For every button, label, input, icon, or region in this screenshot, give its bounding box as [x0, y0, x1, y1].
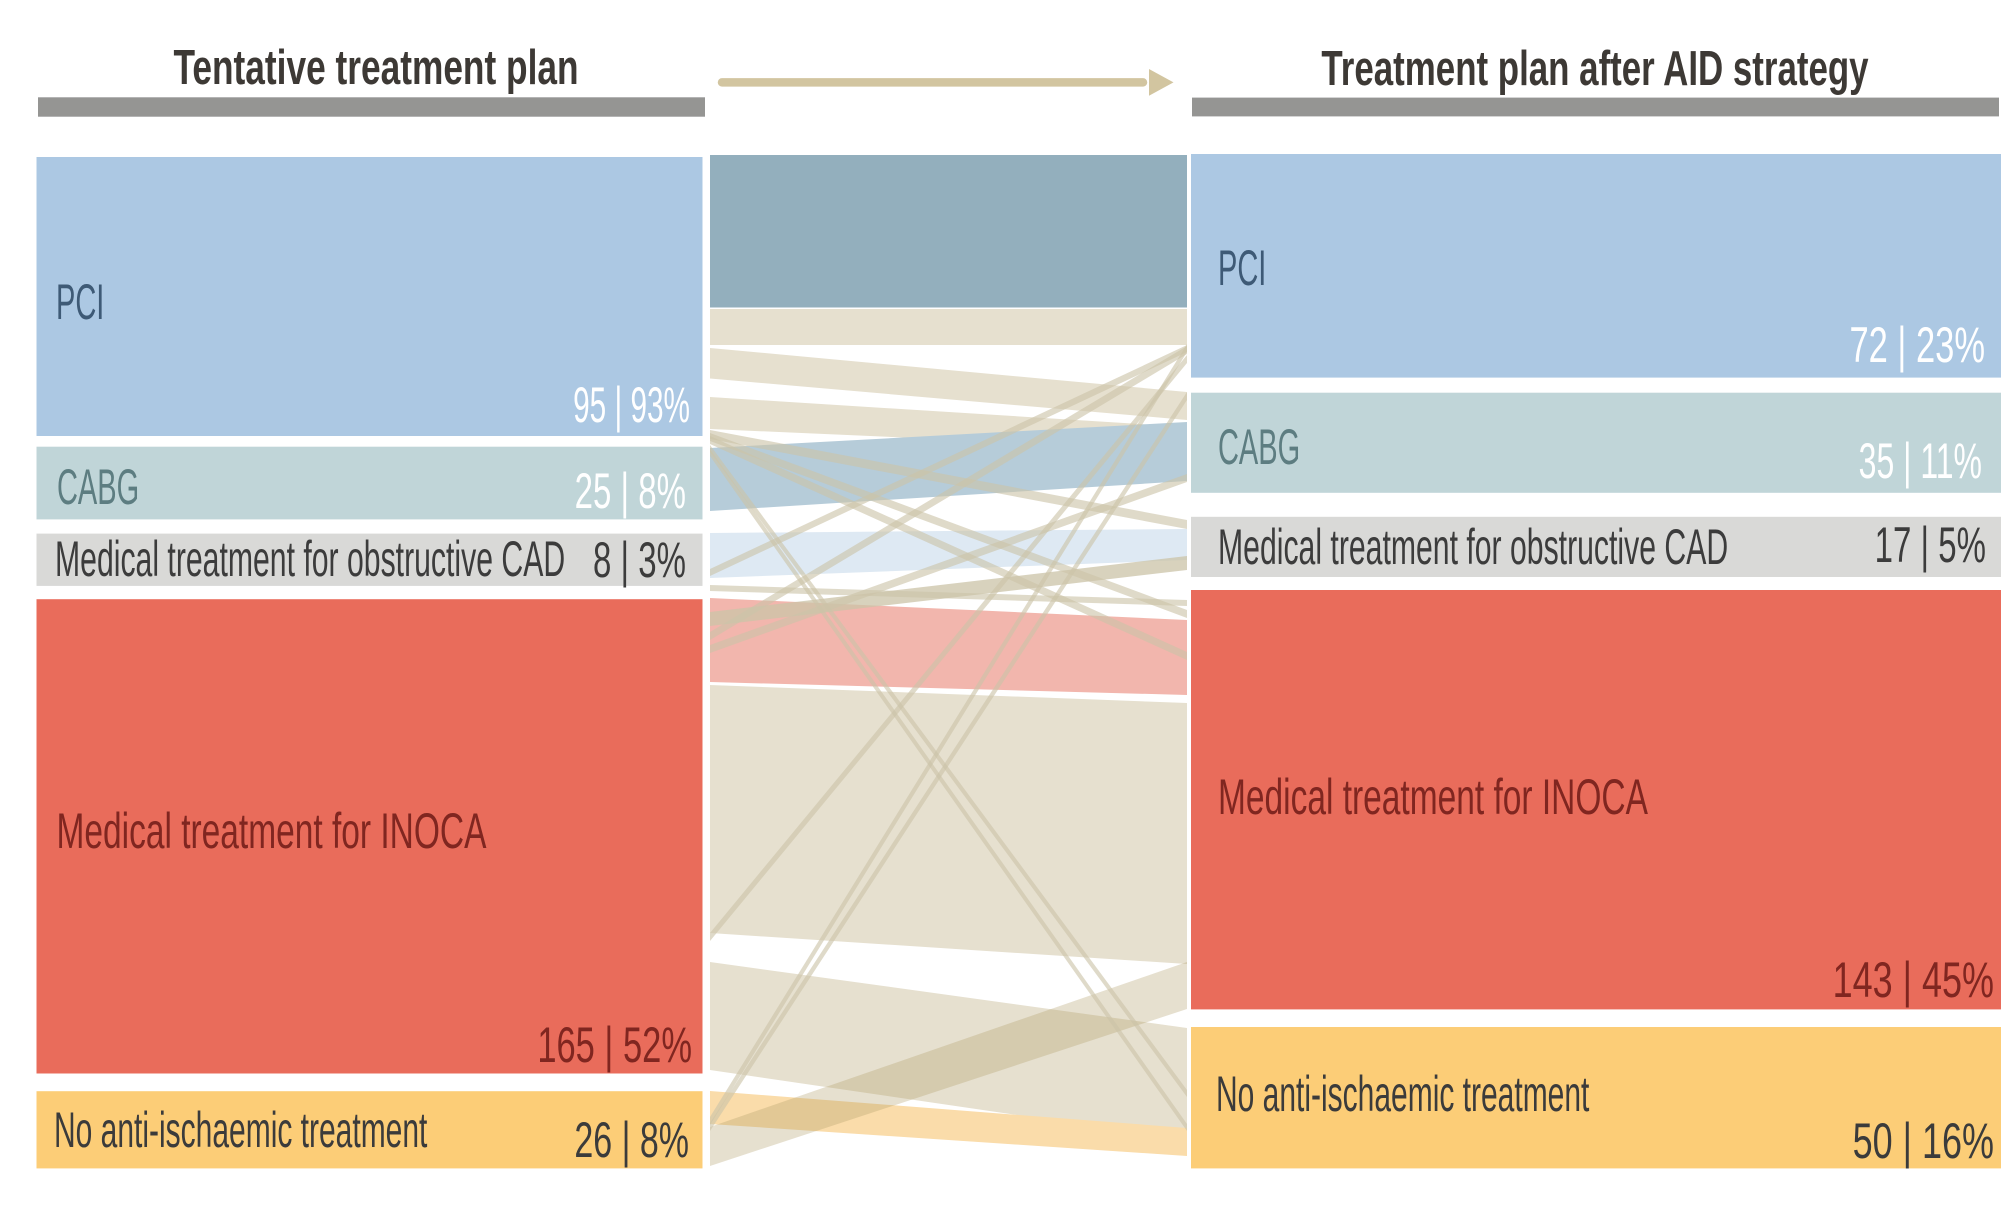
- svg-text:Tentative treatment plan: Tentative treatment plan: [173, 40, 578, 95]
- svg-text:72 | 23%: 72 | 23%: [1849, 318, 1985, 374]
- svg-text:Medical treatment for INOCA: Medical treatment for INOCA: [1218, 769, 1648, 825]
- svg-text:Medical treatment for obstruct: Medical treatment for obstructive CAD: [55, 531, 565, 587]
- svg-text:No anti-ischaemic treatment: No anti-ischaemic treatment: [1216, 1066, 1590, 1122]
- svg-text:Medical treatment for INOCA: Medical treatment for INOCA: [57, 803, 487, 859]
- svg-text:25 | 8%: 25 | 8%: [575, 463, 686, 518]
- svg-text:PCI: PCI: [1218, 240, 1266, 296]
- svg-text:50 | 16%: 50 | 16%: [1853, 1114, 1994, 1169]
- svg-text:8 | 3%: 8 | 3%: [593, 532, 686, 587]
- svg-text:17 | 5%: 17 | 5%: [1875, 517, 1986, 572]
- svg-text:Medical treatment for obstruct: Medical treatment for obstructive CAD: [1218, 519, 1728, 575]
- svg-text:CABG: CABG: [1218, 419, 1300, 475]
- svg-text:143 | 45%: 143 | 45%: [1833, 953, 1994, 1008]
- svg-text:PCI: PCI: [56, 274, 104, 330]
- svg-text:26 | 8%: 26 | 8%: [574, 1113, 689, 1169]
- svg-text:Treatment plan after AID strat: Treatment plan after AID strategy: [1321, 41, 1868, 96]
- svg-text:CABG: CABG: [57, 459, 139, 515]
- svg-text:165 | 52%: 165 | 52%: [537, 1018, 692, 1074]
- svg-text:35 | 11%: 35 | 11%: [1859, 433, 1982, 489]
- svg-text:95 | 93%: 95 | 93%: [573, 377, 690, 433]
- svg-text:No anti-ischaemic treatment: No anti-ischaemic treatment: [54, 1102, 428, 1158]
